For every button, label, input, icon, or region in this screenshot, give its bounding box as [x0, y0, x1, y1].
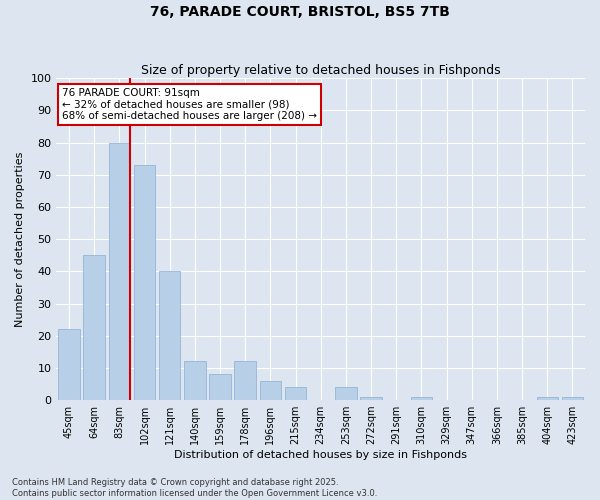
Y-axis label: Number of detached properties: Number of detached properties [15, 152, 25, 327]
Text: 76, PARADE COURT, BRISTOL, BS5 7TB: 76, PARADE COURT, BRISTOL, BS5 7TB [150, 5, 450, 19]
Bar [159, 272, 181, 400]
Text: 76 PARADE COURT: 91sqm
← 32% of detached houses are smaller (98)
68% of semi-det: 76 PARADE COURT: 91sqm ← 32% of detached… [62, 88, 317, 121]
Bar [562, 397, 583, 400]
Bar [134, 165, 155, 400]
Bar [209, 374, 231, 400]
Bar [235, 362, 256, 400]
Bar [361, 397, 382, 400]
Bar [83, 255, 105, 400]
Text: Contains HM Land Registry data © Crown copyright and database right 2025.
Contai: Contains HM Land Registry data © Crown c… [12, 478, 377, 498]
Bar [260, 381, 281, 400]
Bar [109, 142, 130, 400]
Bar [285, 387, 306, 400]
Bar [410, 397, 432, 400]
Bar [335, 387, 356, 400]
Title: Size of property relative to detached houses in Fishponds: Size of property relative to detached ho… [141, 64, 500, 77]
Bar [184, 362, 206, 400]
X-axis label: Distribution of detached houses by size in Fishponds: Distribution of detached houses by size … [174, 450, 467, 460]
Bar [536, 397, 558, 400]
Bar [58, 330, 80, 400]
